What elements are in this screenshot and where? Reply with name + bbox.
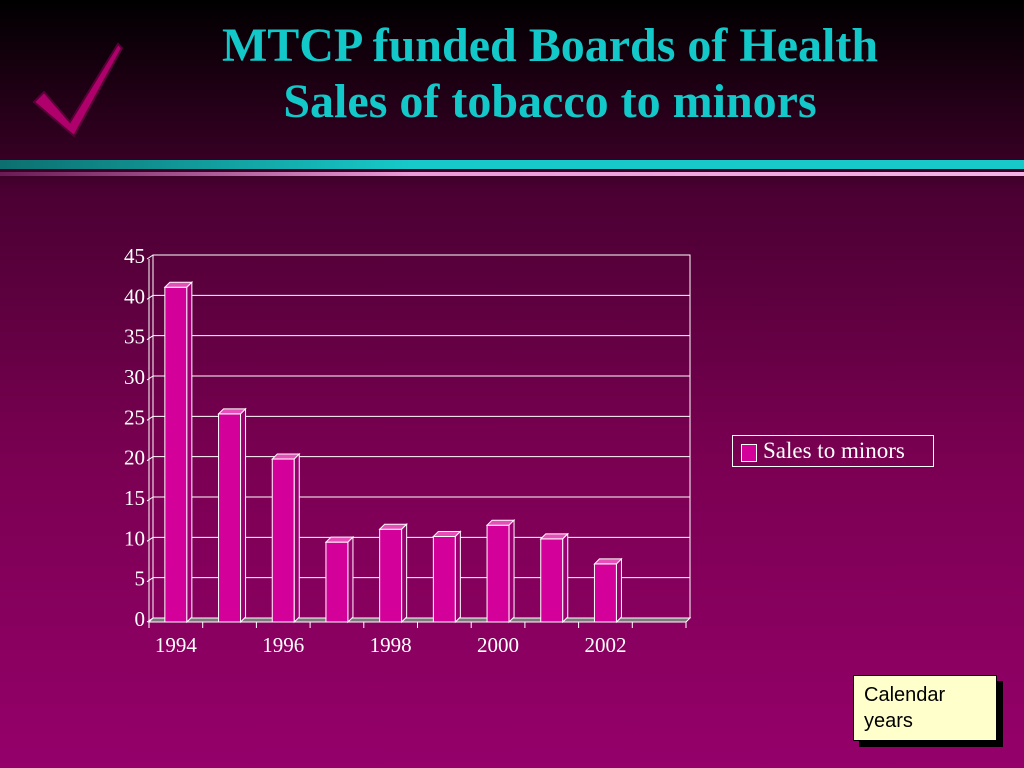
calendar-years-note: Calendar years: [853, 675, 997, 741]
y-tick-label: 25: [124, 405, 145, 429]
bar-front: [325, 541, 349, 623]
bar-front: [379, 528, 403, 623]
y-tick-label: 35: [124, 325, 145, 349]
y-tick-label: 15: [124, 486, 145, 510]
bar-side: [508, 518, 515, 624]
title-line-1: MTCP funded Boards of Health: [221, 19, 879, 72]
y-tick-label: 5: [135, 567, 146, 591]
bar-front: [593, 563, 617, 623]
x-tick-label: 1998: [370, 633, 412, 657]
y-tick-mark: [146, 254, 154, 260]
y-tick-label: 30: [124, 365, 145, 389]
title-divider-pink: [0, 172, 1024, 176]
y-tick-label: 45: [124, 244, 145, 268]
legend-label: Sales to minors: [763, 438, 905, 463]
y-tick-mark: [146, 536, 154, 542]
x-tick-label: 2000: [477, 633, 519, 657]
bar-side: [562, 532, 569, 624]
y-tick-mark: [146, 294, 154, 300]
bar-side: [454, 530, 461, 624]
y-tick-label: 10: [124, 526, 145, 550]
bar-side: [240, 407, 247, 624]
legend-swatch: [741, 444, 757, 462]
title-line-2: Sales of tobacco to minors: [283, 75, 817, 128]
bar-front: [486, 524, 510, 623]
y-tick-mark: [146, 375, 154, 381]
y-tick-mark: [146, 456, 154, 462]
y-tick-mark: [146, 415, 154, 421]
y-tick-label: 20: [124, 446, 145, 470]
y-tick-mark: [146, 496, 154, 502]
x-tick-label: 1994: [155, 633, 198, 657]
bar-side: [401, 523, 408, 624]
slide-title: MTCP funded Boards of Health Sales of to…: [130, 18, 970, 130]
y-tick-mark: [146, 617, 154, 623]
bar-front: [432, 535, 456, 623]
bar-front: [540, 538, 564, 623]
bar-side: [186, 281, 193, 624]
x-tick-label: 1996: [262, 633, 304, 657]
bar-side: [293, 452, 300, 624]
bar-front: [218, 413, 242, 623]
title-divider-teal: [0, 160, 1024, 169]
bar-front: [164, 286, 188, 623]
bar-side: [615, 557, 622, 624]
y-tick-mark: [146, 335, 154, 341]
chart-legend: Sales to minors: [732, 435, 934, 467]
y-tick-label: 40: [124, 284, 145, 308]
x-tick-label: 2002: [584, 633, 626, 657]
bar-front: [271, 458, 295, 623]
y-tick-mark: [146, 577, 154, 583]
bar-side: [347, 535, 354, 624]
checkmark-icon: [32, 42, 124, 138]
y-tick-label: 0: [135, 607, 146, 631]
